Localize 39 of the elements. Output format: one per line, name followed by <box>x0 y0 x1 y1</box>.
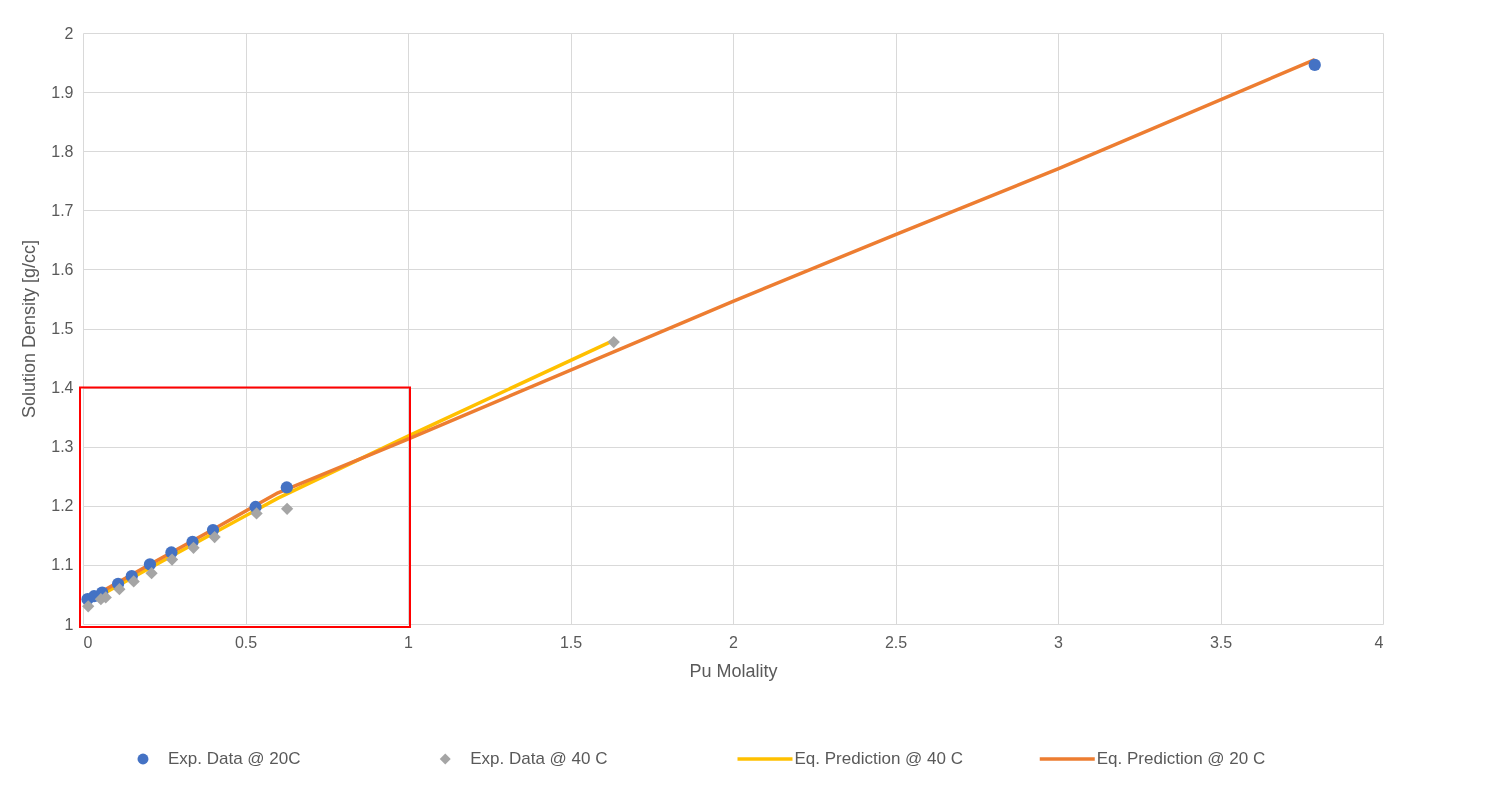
x-axis-title: Pu Molality <box>689 660 778 681</box>
point <box>145 567 158 580</box>
point <box>187 541 200 554</box>
x-tick-label: 0.5 <box>234 633 258 651</box>
legend-label: Exp. Data @ 40 C <box>470 749 608 768</box>
point <box>250 507 263 520</box>
point <box>1308 58 1321 72</box>
y-tick-label: 1.1 <box>51 556 74 574</box>
y-tick-label: 1 <box>64 615 74 633</box>
x-tick-label: 1.5 <box>559 633 583 651</box>
y-tick-label: 1.3 <box>51 438 74 456</box>
point <box>280 481 293 494</box>
legend-label: Exp. Data @ 20C <box>168 749 301 768</box>
x-tick-label: 2.5 <box>884 633 908 651</box>
legend-label: Eq. Prediction @ 40 C <box>794 749 963 768</box>
x-tick-label: 4 <box>1374 633 1384 651</box>
y-tick-label: 1.8 <box>51 142 74 160</box>
point <box>127 575 140 588</box>
y-tick-label: 1.2 <box>51 497 74 515</box>
y-axis-title: Solution Density [g/cc] <box>19 239 40 419</box>
y-tick-label: 1.9 <box>51 83 74 101</box>
point <box>607 335 620 349</box>
y-tick-label: 1.4 <box>51 379 74 397</box>
point <box>82 600 95 613</box>
x-tick-label: 0 <box>83 633 93 651</box>
x-tick-label: 3.5 <box>1209 633 1233 651</box>
point <box>208 531 221 544</box>
y-tick-label: 1.5 <box>51 320 74 337</box>
y-tick-label: 1.7 <box>51 201 74 219</box>
y-tick-label: 2 <box>64 24 74 42</box>
x-tick-label: 3 <box>1054 633 1064 651</box>
legend-label: Eq. Prediction @ 20 C <box>1096 749 1266 768</box>
point <box>143 558 157 571</box>
point <box>113 583 126 596</box>
x-tick-label: 2 <box>729 633 739 651</box>
x-tick-label: 1 <box>404 633 414 651</box>
point <box>280 502 294 515</box>
point <box>165 553 179 566</box>
y-tick-label: 1.6 <box>51 260 74 278</box>
